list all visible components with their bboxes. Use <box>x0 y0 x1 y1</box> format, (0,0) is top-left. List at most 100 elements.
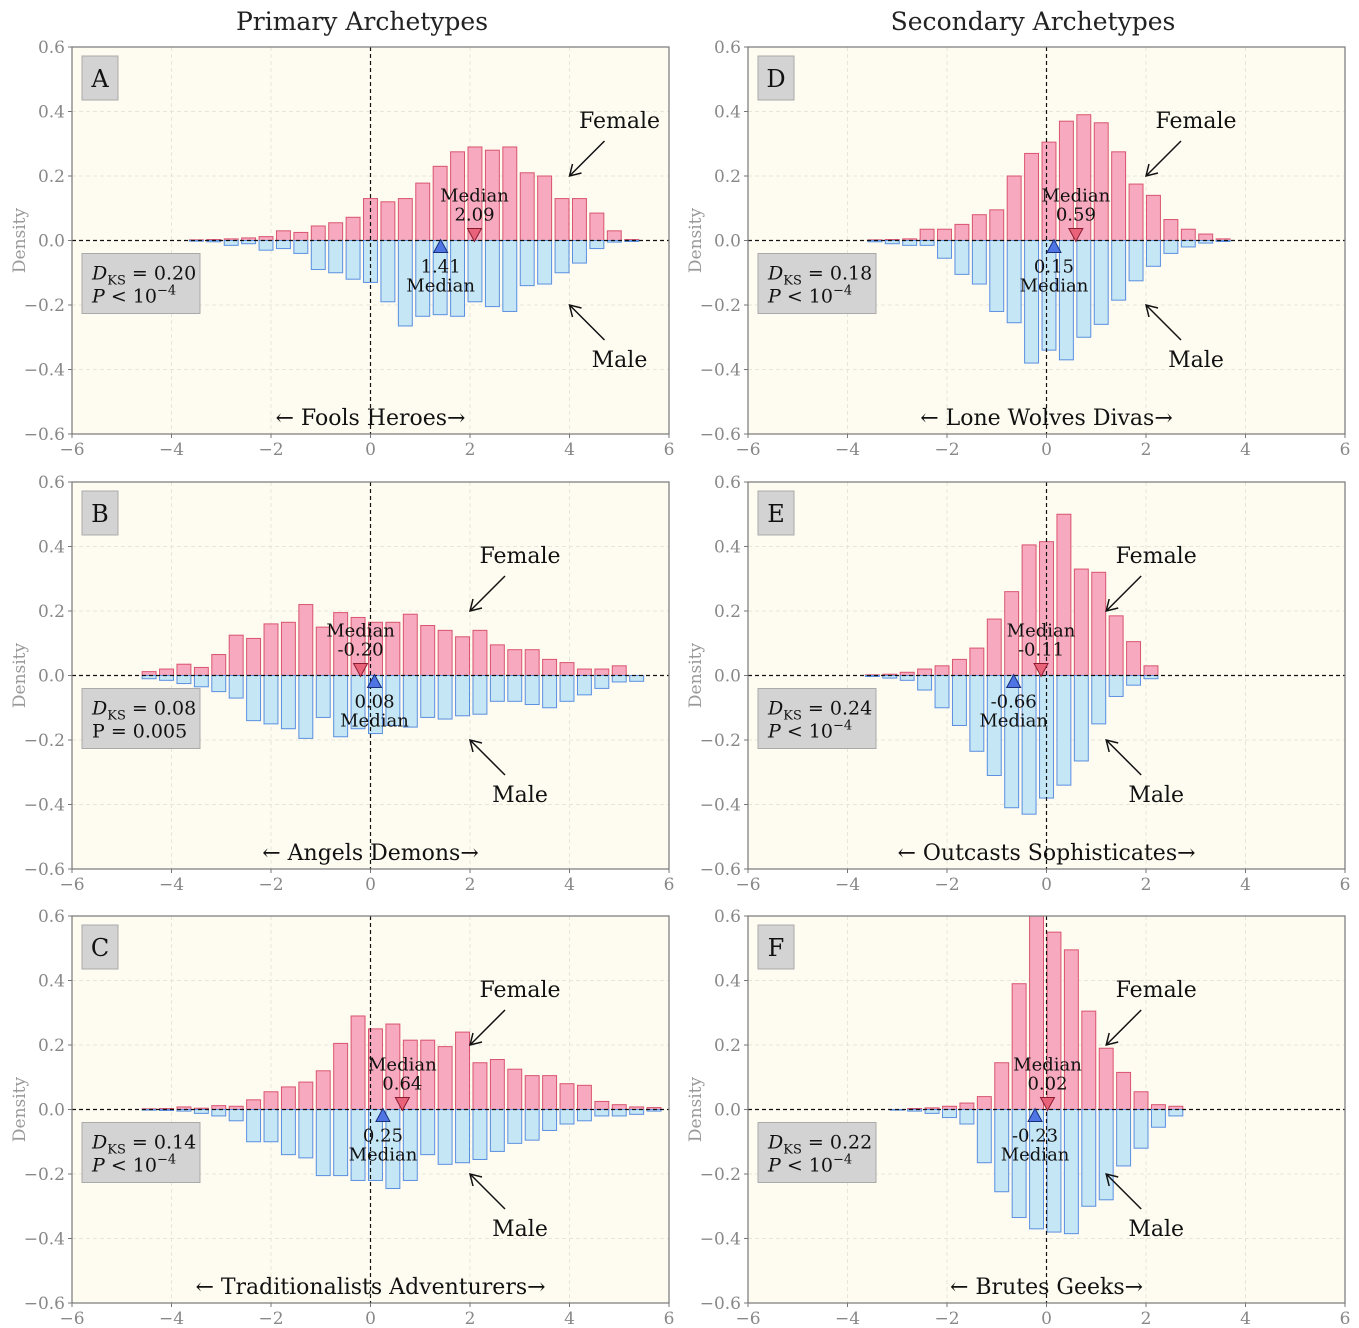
column-title-secondary: Secondary Archetypes <box>891 7 1176 36</box>
stats-box-bg <box>757 688 877 749</box>
female-bar <box>472 1062 488 1111</box>
y-tick-label: 0.6 <box>38 473 65 493</box>
x-tick-label: −2 <box>258 440 283 460</box>
panel-e: −6 −4 −2 0 2 4 6 −0.6 −0.4 −0.2 0.0 0.2 0.4 0.6 Densit… <box>686 473 1350 895</box>
stats-line: P = 0.005 <box>92 721 187 743</box>
x-tick-label: 4 <box>564 440 575 460</box>
male-bar <box>1145 240 1161 267</box>
male-bar <box>971 240 987 285</box>
male-bar <box>1215 240 1231 242</box>
stats-box-bg <box>81 1122 201 1183</box>
female-arrowhead <box>468 598 483 613</box>
x-tick-label: 2 <box>1141 440 1152 460</box>
y-axis-label: Density <box>686 207 706 273</box>
female-bar <box>328 222 344 241</box>
male-bar <box>864 675 880 677</box>
x-tick-label: 0 <box>365 440 376 460</box>
female-arrowhead <box>1144 163 1159 178</box>
panel-label-box <box>81 55 119 101</box>
male-median-label: Median <box>1020 276 1089 297</box>
female-bar <box>193 666 209 676</box>
female-bar <box>611 665 627 677</box>
female-bar <box>519 172 535 241</box>
female-bar <box>298 604 314 676</box>
female-bar <box>1006 175 1022 241</box>
male-bar <box>363 240 378 283</box>
female-bar <box>263 623 279 677</box>
axis-caption: ← Lone Wolves Divas→ <box>920 406 1173 431</box>
male-bar <box>472 1109 488 1160</box>
female-bar <box>246 637 262 676</box>
female-bar <box>437 629 453 676</box>
male-bar <box>1041 240 1057 351</box>
female-bar <box>1150 1104 1166 1110</box>
x-tick-label: 0 <box>365 1309 376 1328</box>
male-bar <box>919 240 935 246</box>
male-annotation: Male <box>1128 1217 1184 1242</box>
male-bar <box>246 1109 262 1143</box>
male-arrow <box>568 304 606 341</box>
male-arrow <box>1145 304 1182 341</box>
female-bar <box>524 1075 540 1110</box>
male-bar <box>902 240 918 246</box>
male-bar <box>310 240 326 271</box>
male-bar <box>969 675 985 752</box>
female-bar <box>415 182 431 241</box>
male-bar <box>542 1109 558 1131</box>
y-tick-label: −0.2 <box>700 731 741 751</box>
male-median-marker <box>366 673 383 688</box>
male-arrow <box>1105 739 1142 776</box>
male-median-marker <box>1027 1107 1043 1122</box>
female-bar <box>397 198 413 241</box>
female-bar <box>542 658 558 676</box>
female-bar <box>350 1015 366 1110</box>
stats-line: DKS = 0.22 <box>767 1132 872 1158</box>
male-bar <box>507 1109 523 1144</box>
female-median-value: -0.20 <box>337 640 383 661</box>
panel-a: −6 −4 −2 0 2 4 6 −0.6 −0.4 −0.2 0.0 0.2 0.4 0.6 Densit… <box>10 38 674 460</box>
female-bar <box>263 1091 279 1110</box>
female-annotation: Female <box>479 978 560 1003</box>
male-bar <box>263 675 279 725</box>
male-bar <box>420 1109 436 1156</box>
stats-line: DKS = 0.24 <box>767 698 872 724</box>
male-bar <box>1004 675 1020 809</box>
female-median-marker <box>1068 228 1084 243</box>
x-tick-label: −4 <box>159 440 184 460</box>
female-bar <box>1081 1010 1097 1111</box>
female-annotation: Female <box>1116 978 1197 1003</box>
male-arrow <box>469 739 506 776</box>
female-bar <box>559 662 575 676</box>
female-bar <box>380 201 396 242</box>
x-tick-label: 2 <box>465 875 476 895</box>
male-bar <box>1081 1109 1097 1207</box>
male-bar <box>380 240 396 303</box>
panel-label: D <box>766 65 785 93</box>
female-arrowhead <box>568 163 582 178</box>
x-tick-label: −2 <box>934 1309 959 1328</box>
male-bar <box>1116 1109 1132 1167</box>
y-tick-label: 0.4 <box>38 538 65 558</box>
female-bar <box>1073 568 1089 677</box>
male-median-marker <box>1046 238 1062 253</box>
y-tick-label: −0.4 <box>700 796 741 816</box>
male-annotation: Male <box>492 1217 548 1242</box>
panels: −6 −4 −2 0 2 4 6 −0.6 −0.4 −0.2 0.0 0.2 0.4 0.6 Densit… <box>10 38 1350 1328</box>
male-bar <box>959 1109 975 1125</box>
female-bar <box>1126 641 1142 677</box>
panel-f: −6 −4 −2 0 2 4 6 −0.6 −0.4 −0.2 0.0 0.2 0.4 0.6 Densit… <box>686 907 1350 1328</box>
female-bar <box>1163 219 1179 242</box>
y-tick-label: 0.2 <box>714 1036 741 1056</box>
male-bar <box>1076 240 1092 338</box>
male-bar <box>211 1109 227 1117</box>
panel-label-box <box>81 924 119 970</box>
y-axis-label: Density <box>686 642 706 708</box>
male-bar <box>611 675 627 683</box>
panel-label: F <box>768 934 785 962</box>
female-bar <box>211 654 227 676</box>
x-tick-label: 6 <box>1340 875 1351 895</box>
stats-line: P < 10−4 <box>91 284 176 308</box>
female-bar <box>986 618 1002 676</box>
male-bar <box>176 1109 192 1112</box>
y-tick-label: −0.2 <box>700 296 741 316</box>
